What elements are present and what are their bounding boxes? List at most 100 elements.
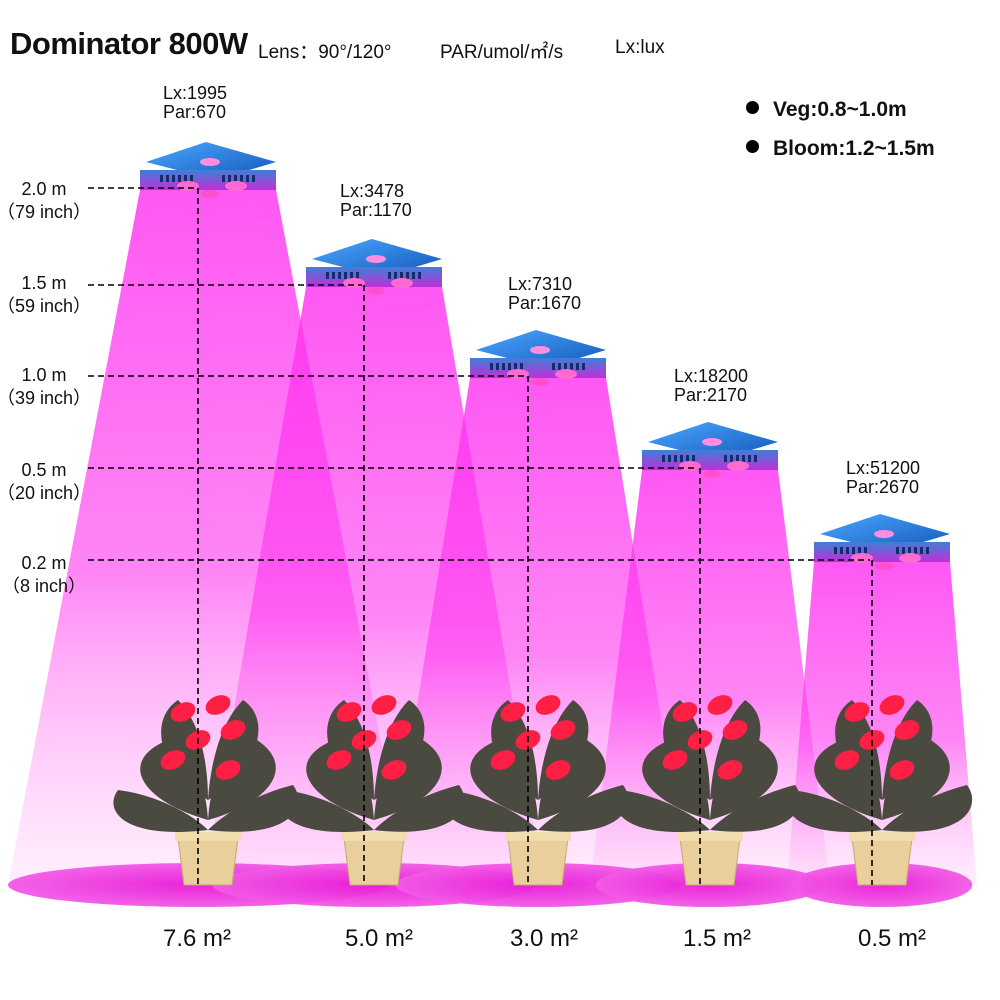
legend-bloom: Bloom:1.2~1.5m xyxy=(746,137,935,161)
led-chip xyxy=(366,255,386,263)
vent-slot xyxy=(246,175,249,182)
readout-1m: Lx:7310 Par:1670 xyxy=(508,275,581,313)
readout-0-5m: Lx:18200 Par:2170 xyxy=(674,367,748,405)
vent-slot xyxy=(344,272,347,279)
potted-plant xyxy=(113,695,299,886)
vent-slot xyxy=(662,455,665,462)
leaf xyxy=(814,740,882,820)
flower xyxy=(386,720,412,740)
flower xyxy=(889,760,915,780)
legend-veg-label: Veg:0.8~1.0m xyxy=(773,98,907,121)
led-chip xyxy=(177,181,199,191)
flower xyxy=(220,720,246,740)
pot-rim xyxy=(175,832,241,841)
lux-value: Lx:51200 xyxy=(846,458,921,478)
lux-value: Lx:1995 xyxy=(163,83,228,103)
coverage-area-0-5m: 1.5 m² xyxy=(682,925,751,952)
led-chip xyxy=(875,562,893,570)
vent-slot xyxy=(166,175,169,182)
vent-slot xyxy=(846,547,849,554)
vent-slot xyxy=(748,455,751,462)
par-unit-label: PAR/umol/㎡/s xyxy=(440,42,564,63)
lux-unit-label: Lx:lux xyxy=(615,37,665,58)
leaf xyxy=(710,735,778,820)
flower xyxy=(879,695,905,715)
height-label-1m: 1.0 m （39 inch） xyxy=(0,364,94,410)
flower xyxy=(722,720,748,740)
flower xyxy=(545,760,571,780)
led-chip xyxy=(343,278,365,288)
vent-slot xyxy=(160,175,163,182)
leaf xyxy=(374,785,465,832)
legend-veg: Veg:0.8~1.0m xyxy=(746,98,907,122)
leaf xyxy=(443,790,538,832)
pot-rim xyxy=(341,832,407,841)
vent-slot xyxy=(582,363,585,370)
flower xyxy=(672,702,698,722)
potted-plant xyxy=(615,695,801,886)
vent-slot xyxy=(902,547,905,554)
vent-slot xyxy=(576,363,579,370)
vent-slot xyxy=(490,363,493,370)
height-meters: 1.5 m xyxy=(21,273,67,293)
vent-slot xyxy=(406,272,409,279)
vent-slot xyxy=(418,272,421,279)
par-value: Par:670 xyxy=(163,102,227,122)
flower-pot xyxy=(851,837,913,886)
leaf xyxy=(208,735,276,820)
leaf xyxy=(491,700,538,800)
flower xyxy=(894,720,920,740)
vent-slot xyxy=(394,272,397,279)
vent-slot xyxy=(742,455,745,462)
flower-pot xyxy=(177,837,239,886)
vent-slot xyxy=(350,272,353,279)
vent-slot xyxy=(840,547,843,554)
vent-slot xyxy=(222,175,225,182)
led-chip xyxy=(391,278,413,288)
vent-slot xyxy=(228,175,231,182)
vent-slot xyxy=(190,175,193,182)
lux-value: Lx:3478 xyxy=(340,181,405,201)
par-value: Par:2170 xyxy=(674,385,748,405)
pot-rim xyxy=(505,832,571,841)
grow-light xyxy=(470,330,606,386)
vent-slot xyxy=(668,455,671,462)
led-chip xyxy=(874,530,894,538)
leaf xyxy=(615,790,710,832)
height-inches: （20 inch） xyxy=(0,483,92,503)
vent-slot xyxy=(332,272,335,279)
leaf xyxy=(538,785,629,832)
par-value: Par:1170 xyxy=(340,200,412,220)
led-chip xyxy=(851,553,873,563)
height-inches: （39 inch） xyxy=(0,388,92,408)
flower xyxy=(844,702,870,722)
flower xyxy=(490,750,516,770)
height-meters: 0.5 m xyxy=(21,460,67,480)
vent-slot xyxy=(338,272,341,279)
led-chip xyxy=(200,158,220,166)
page-title: Dominator 800W xyxy=(10,26,248,61)
vent-slot xyxy=(184,175,187,182)
leaf xyxy=(882,785,973,832)
flower xyxy=(550,720,576,740)
flower xyxy=(170,702,196,722)
pot-rim xyxy=(849,832,915,841)
vent-slot xyxy=(754,455,757,462)
led-chip xyxy=(702,438,722,446)
leaf xyxy=(710,785,801,832)
vent-slot xyxy=(852,547,855,554)
vent-slot xyxy=(172,175,175,182)
flower xyxy=(336,702,362,722)
vent-slot xyxy=(252,175,255,182)
vent-slot xyxy=(920,547,923,554)
vent-slot xyxy=(680,455,683,462)
height-meters: 0.2 m xyxy=(21,553,67,573)
leaf xyxy=(374,735,442,820)
flower-pot xyxy=(343,837,405,886)
bullet-icon xyxy=(746,140,759,153)
led-chip xyxy=(555,369,577,379)
vent-slot xyxy=(178,175,181,182)
leaf xyxy=(161,700,208,800)
lux-value: Lx:7310 xyxy=(508,274,573,294)
led-chip xyxy=(727,461,749,471)
